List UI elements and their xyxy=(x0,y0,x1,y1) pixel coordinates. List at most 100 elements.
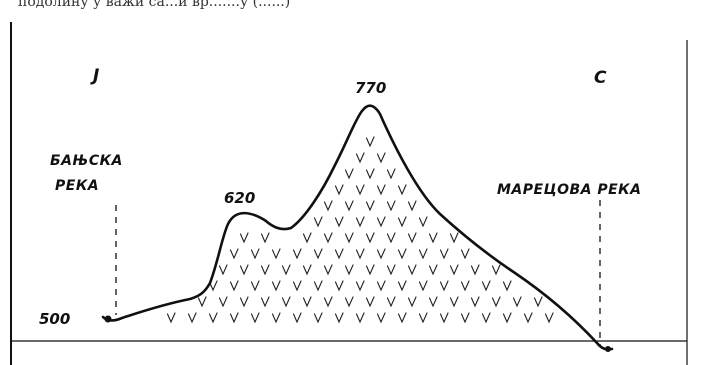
hatch-v-mark xyxy=(323,232,333,244)
hatch-v-mark xyxy=(229,248,239,260)
hatch-v-mark xyxy=(355,248,365,260)
hatch-v-mark xyxy=(376,312,386,324)
hatch-v-mark xyxy=(376,280,386,292)
hatch-v-mark xyxy=(397,184,407,196)
hatch-v-mark xyxy=(250,280,260,292)
river-label-banjska-line2: РЕКА xyxy=(55,178,99,194)
hatch-v-mark xyxy=(260,296,270,308)
hatch-v-mark xyxy=(302,232,312,244)
hatch-v-mark xyxy=(271,312,281,324)
river-label-banjska-line1: БАЊСКА xyxy=(50,153,123,169)
hatch-v-mark xyxy=(239,264,249,276)
hatch-v-mark xyxy=(439,248,449,260)
hatch-v-mark xyxy=(386,296,396,308)
hatch-v-mark xyxy=(344,232,354,244)
elevation-label-770: 770 xyxy=(355,79,386,97)
hatch-v-mark xyxy=(460,248,470,260)
hatch-v-mark xyxy=(302,296,312,308)
hatch-v-mark xyxy=(355,216,365,228)
hatch-v-mark xyxy=(502,280,512,292)
hatch-v-mark xyxy=(334,248,344,260)
hatch-v-mark xyxy=(302,264,312,276)
profile-start-dot xyxy=(104,315,112,323)
hatch-v-mark xyxy=(523,312,533,324)
hatch-v-mark xyxy=(386,200,396,212)
hatch-v-mark xyxy=(187,312,197,324)
hatch-v-mark xyxy=(533,296,543,308)
hatch-v-mark xyxy=(218,264,228,276)
profile-end-dot xyxy=(605,346,611,352)
hatch-v-mark xyxy=(239,232,249,244)
hatch-v-mark xyxy=(418,216,428,228)
hatch-v-mark xyxy=(313,312,323,324)
cropped-top-text: подолину у важи са...и вр.......у (.....… xyxy=(18,0,290,10)
hatch-v-mark xyxy=(365,264,375,276)
hatch-v-mark xyxy=(449,232,459,244)
hatch-v-mark xyxy=(397,216,407,228)
hatch-v-mark xyxy=(355,280,365,292)
hatch-v-mark xyxy=(365,200,375,212)
hatch-v-mark xyxy=(376,152,386,164)
hatch-v-mark xyxy=(292,312,302,324)
hatch-v-mark xyxy=(386,264,396,276)
hatch-v-mark xyxy=(334,216,344,228)
hatch-v-mark xyxy=(365,232,375,244)
hatch-v-mark xyxy=(313,216,323,228)
hatch-v-mark xyxy=(208,280,218,292)
hatch-v-mark xyxy=(313,248,323,260)
hatch-v-mark xyxy=(313,280,323,292)
hatch-v-mark xyxy=(407,232,417,244)
hatch-v-mark xyxy=(544,312,554,324)
hatch-v-mark xyxy=(439,280,449,292)
hatch-v-mark xyxy=(376,216,386,228)
hatch-v-mark xyxy=(407,200,417,212)
hatch-v-mark xyxy=(250,312,260,324)
hatch-v-mark xyxy=(386,232,396,244)
hatch-v-mark xyxy=(418,280,428,292)
hatch-v-mark xyxy=(292,280,302,292)
hatch-v-mark xyxy=(365,136,375,148)
volcanic-rock-hatch xyxy=(166,136,554,324)
hatch-v-mark xyxy=(470,296,480,308)
hatch-v-mark xyxy=(407,264,417,276)
hatch-v-mark xyxy=(460,280,470,292)
hatch-v-mark xyxy=(491,296,501,308)
hatch-v-mark xyxy=(250,248,260,260)
hatch-v-mark xyxy=(355,312,365,324)
hatch-v-mark xyxy=(334,184,344,196)
hatch-v-mark xyxy=(428,296,438,308)
terrain-profile-line xyxy=(101,104,614,351)
hatch-v-mark xyxy=(208,312,218,324)
hatch-v-mark xyxy=(260,264,270,276)
hatch-v-mark xyxy=(292,248,302,260)
hatch-v-mark xyxy=(271,248,281,260)
direction-label-north: C xyxy=(594,68,607,88)
hatch-v-mark xyxy=(229,280,239,292)
hatch-v-mark xyxy=(323,296,333,308)
hatch-v-mark xyxy=(365,296,375,308)
hatch-v-mark xyxy=(449,264,459,276)
hatch-v-mark xyxy=(334,280,344,292)
hatch-v-mark xyxy=(418,312,428,324)
hatch-v-mark xyxy=(481,280,491,292)
hatch-v-mark xyxy=(397,280,407,292)
hatch-v-mark xyxy=(512,296,522,308)
hatch-v-mark xyxy=(166,312,176,324)
elevation-label-base: 500 xyxy=(39,310,70,328)
hatch-v-mark xyxy=(365,168,375,180)
hatch-v-mark xyxy=(323,264,333,276)
hatch-v-mark xyxy=(376,184,386,196)
hatch-v-mark xyxy=(197,296,207,308)
hatch-v-mark xyxy=(334,312,344,324)
hatch-v-mark xyxy=(407,296,417,308)
hatch-v-mark xyxy=(344,168,354,180)
hatch-v-mark xyxy=(218,296,228,308)
hatch-v-mark xyxy=(355,184,365,196)
hatch-v-mark xyxy=(271,280,281,292)
hatch-v-mark xyxy=(281,264,291,276)
hatch-v-mark xyxy=(481,312,491,324)
hatch-v-mark xyxy=(439,312,449,324)
hatch-v-mark xyxy=(344,296,354,308)
hatch-v-mark xyxy=(449,296,459,308)
